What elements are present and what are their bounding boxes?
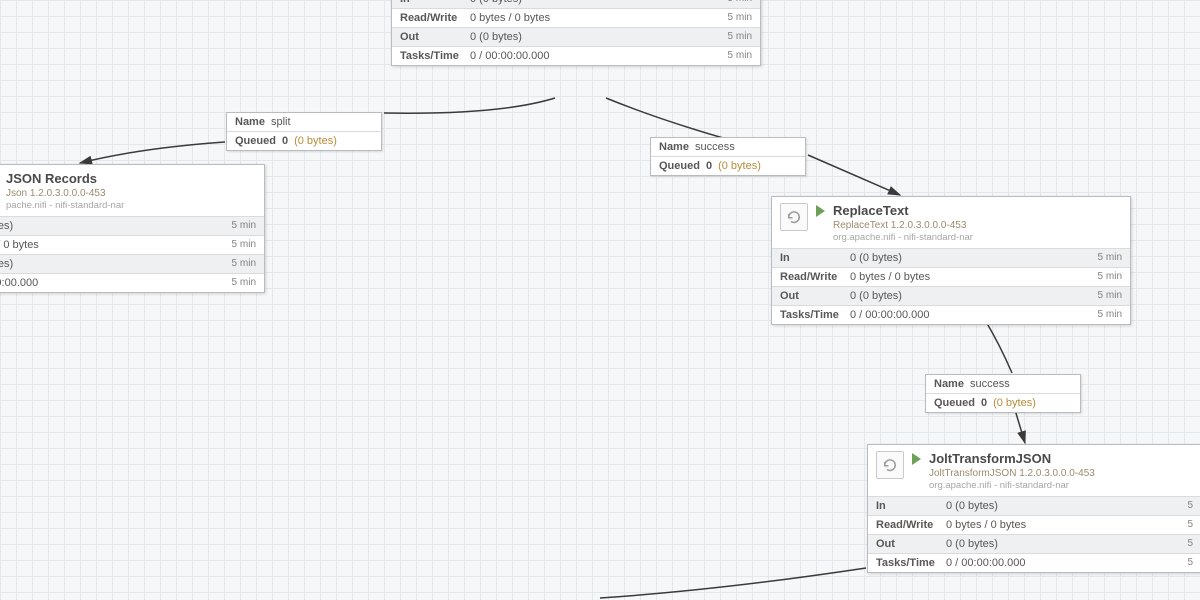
stat-readwrite: Read/Write 0 bytes / 0 bytes 5 min (772, 267, 1130, 286)
stat-tasks: Tasks/Time 0 / 00:00:00.000 5 min (392, 46, 760, 65)
stat-readwrite: ytes / 0 bytes 5 min (0, 235, 264, 254)
run-status-icon (912, 453, 921, 465)
processor-title: ReplaceText (833, 203, 1122, 219)
processor-update-attribute[interactable]: org.apache.nifi - nifi-update-attribute-… (391, 0, 761, 66)
processor-bundle: pache.nifi - nifi-standard-nar (6, 200, 256, 212)
processor-jolt-transform-json[interactable]: JoltTransformJSON JoltTransformJSON 1.2.… (867, 444, 1200, 573)
connection-success-2[interactable]: Name success Queued 0 (0 bytes) (925, 374, 1081, 413)
stat-out: Out 0 (0 bytes) 5 min (392, 27, 760, 46)
processor-title: JoltTransformJSON (929, 451, 1193, 467)
run-status-icon (816, 205, 825, 217)
stat-out: Out 0 (0 bytes) 5 min (772, 286, 1130, 305)
stat-out: 0 bytes) 5 min (0, 254, 264, 273)
stat-tasks: 00:00:00.000 5 min (0, 273, 264, 292)
connection-queued-row: Queued 0 (0 bytes) (926, 393, 1080, 412)
processor-bundle: org.apache.nifi - nifi-standard-nar (833, 232, 1122, 244)
processor-header: JoltTransformJSON JoltTransformJSON 1.2.… (868, 445, 1200, 496)
processor-title: JSON Records (6, 171, 256, 187)
connection-name-row: Name success (651, 138, 805, 156)
connection-split[interactable]: Name split Queued 0 (0 bytes) (226, 112, 382, 151)
processor-json-records[interactable]: JSON Records Json 1.2.0.3.0.0.0-453 pach… (0, 164, 265, 293)
stat-readwrite: Read/Write 0 bytes / 0 bytes 5 min (392, 8, 760, 27)
connection-name-row: Name split (227, 113, 381, 131)
processor-header: ReplaceText ReplaceText 1.2.0.3.0.0.0-45… (772, 197, 1130, 248)
processor-header: JSON Records Json 1.2.0.3.0.0.0-453 pach… (0, 165, 264, 216)
stat-tasks: Tasks/Time 0 / 00:00:00.000 5 (868, 553, 1200, 572)
connection-queued-row: Queued 0 (0 bytes) (227, 131, 381, 150)
processor-version: Json 1.2.0.3.0.0.0-453 (6, 187, 256, 200)
processor-version: JoltTransformJSON 1.2.0.3.0.0.0-453 (929, 467, 1193, 480)
stat-in: In 0 (0 bytes) 5 (868, 496, 1200, 515)
stat-in: In 0 (0 bytes) 5 min (772, 248, 1130, 267)
connection-queued-row: Queued 0 (0 bytes) (651, 156, 805, 175)
processor-type-icon (780, 203, 808, 231)
connection-success-1[interactable]: Name success Queued 0 (0 bytes) (650, 137, 806, 176)
stat-in: In 0 (0 bytes) 5 min (392, 0, 760, 8)
stat-tasks: Tasks/Time 0 / 00:00:00.000 5 min (772, 305, 1130, 324)
stat-readwrite: Read/Write 0 bytes / 0 bytes 5 (868, 515, 1200, 534)
processor-bundle: org.apache.nifi - nifi-standard-nar (929, 480, 1193, 492)
stat-in: 0 bytes) 5 min (0, 216, 264, 235)
processor-type-icon (876, 451, 904, 479)
processor-replace-text[interactable]: ReplaceText ReplaceText 1.2.0.3.0.0.0-45… (771, 196, 1131, 325)
processor-version: ReplaceText 1.2.0.3.0.0.0-453 (833, 219, 1122, 232)
connection-name-row: Name success (926, 375, 1080, 393)
stat-out: Out 0 (0 bytes) 5 (868, 534, 1200, 553)
